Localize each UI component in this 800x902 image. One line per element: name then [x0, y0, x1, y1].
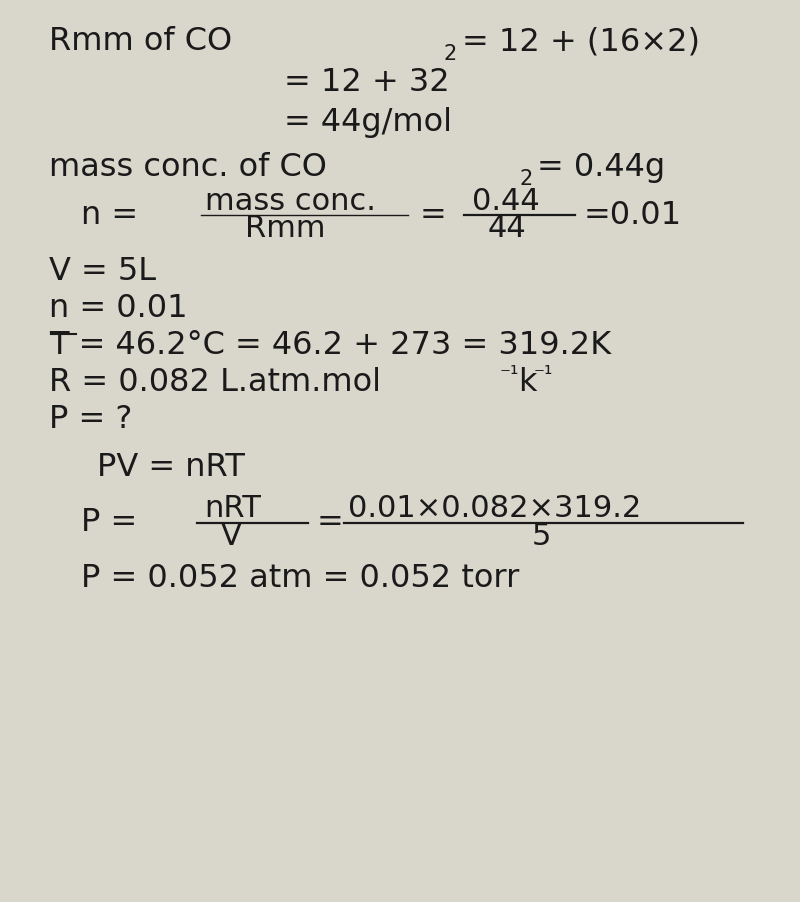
Text: Rmm of CO: Rmm of CO	[50, 26, 232, 58]
Text: 44: 44	[488, 215, 526, 244]
Text: 2: 2	[519, 169, 533, 189]
Text: R = 0.082 L.atm.mol: R = 0.082 L.atm.mol	[50, 367, 382, 398]
Text: ⁻¹: ⁻¹	[500, 364, 519, 384]
Text: P = 0.052 atm = 0.052 torr: P = 0.052 atm = 0.052 torr	[81, 563, 519, 594]
Text: nRT: nRT	[205, 494, 262, 523]
Text: =: =	[316, 508, 343, 538]
Text: =: =	[420, 200, 446, 231]
Text: PV = nRT: PV = nRT	[97, 452, 245, 483]
Text: mass conc.: mass conc.	[205, 187, 375, 216]
Text: 0.01×0.082×319.2: 0.01×0.082×319.2	[348, 494, 642, 523]
Text: T = 46.2°C = 46.2 + 273 = 319.2K: T = 46.2°C = 46.2 + 273 = 319.2K	[50, 330, 611, 362]
Text: n =: n =	[81, 200, 138, 231]
Text: P = ?: P = ?	[50, 404, 133, 435]
Text: Rmm: Rmm	[245, 215, 325, 244]
Text: n = 0.01: n = 0.01	[50, 293, 188, 325]
Text: 5: 5	[531, 522, 551, 551]
Text: mass conc. of CO: mass conc. of CO	[50, 152, 327, 183]
Text: V: V	[221, 522, 242, 551]
Text: 0.44: 0.44	[472, 187, 539, 216]
Text: = 12 + 32: = 12 + 32	[285, 67, 450, 97]
Text: V = 5L: V = 5L	[50, 255, 156, 287]
Text: k: k	[518, 367, 537, 398]
Text: = 44g/mol: = 44g/mol	[285, 107, 453, 138]
Text: 2: 2	[444, 43, 457, 63]
Text: =0.01: =0.01	[583, 200, 682, 231]
Text: = 12 + (16×2): = 12 + (16×2)	[462, 26, 700, 58]
Text: = 0.44g: = 0.44g	[537, 152, 666, 183]
Text: P =: P =	[81, 508, 138, 538]
Text: ⁻¹: ⁻¹	[534, 364, 554, 384]
